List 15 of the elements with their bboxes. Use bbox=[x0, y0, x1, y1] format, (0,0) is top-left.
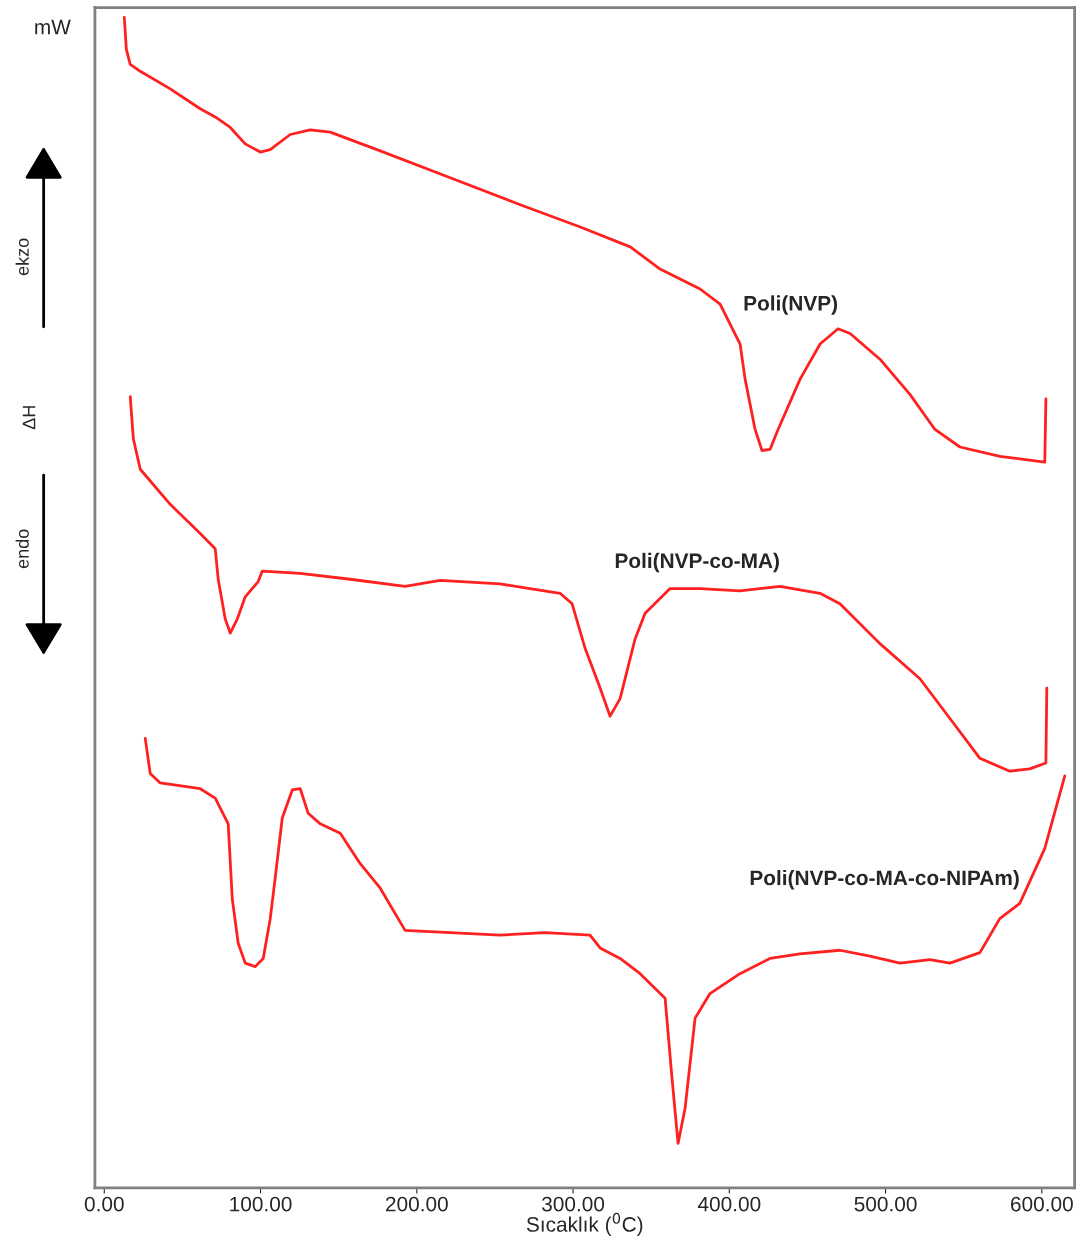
x-tick-label: 200.00 bbox=[385, 1196, 448, 1212]
x-tick-label: 500.00 bbox=[854, 1196, 917, 1212]
y-axis-title: ΔH bbox=[22, 406, 36, 430]
x-tick-label: 400.00 bbox=[697, 1196, 761, 1212]
text: ekzo bbox=[15, 238, 29, 276]
series-label: Poli(NVP-co-MA-co-NIPAm) bbox=[750, 869, 1019, 890]
x-axis-title: Sıcaklık ($^{0}$C) bbox=[526, 1212, 643, 1236]
x-tick-label: 300.00 bbox=[541, 1196, 605, 1212]
x-tick-label: 100.00 bbox=[230, 1196, 292, 1212]
series-label: Poli(NVP-co-MA) bbox=[615, 552, 779, 573]
x-tick-label: 600.00 bbox=[1011, 1196, 1073, 1212]
text: endo bbox=[15, 529, 29, 569]
x-tick-label: 0.00 bbox=[84, 1196, 124, 1212]
text: mW bbox=[35, 19, 71, 35]
series-label: Poli(NVP) bbox=[744, 295, 838, 315]
